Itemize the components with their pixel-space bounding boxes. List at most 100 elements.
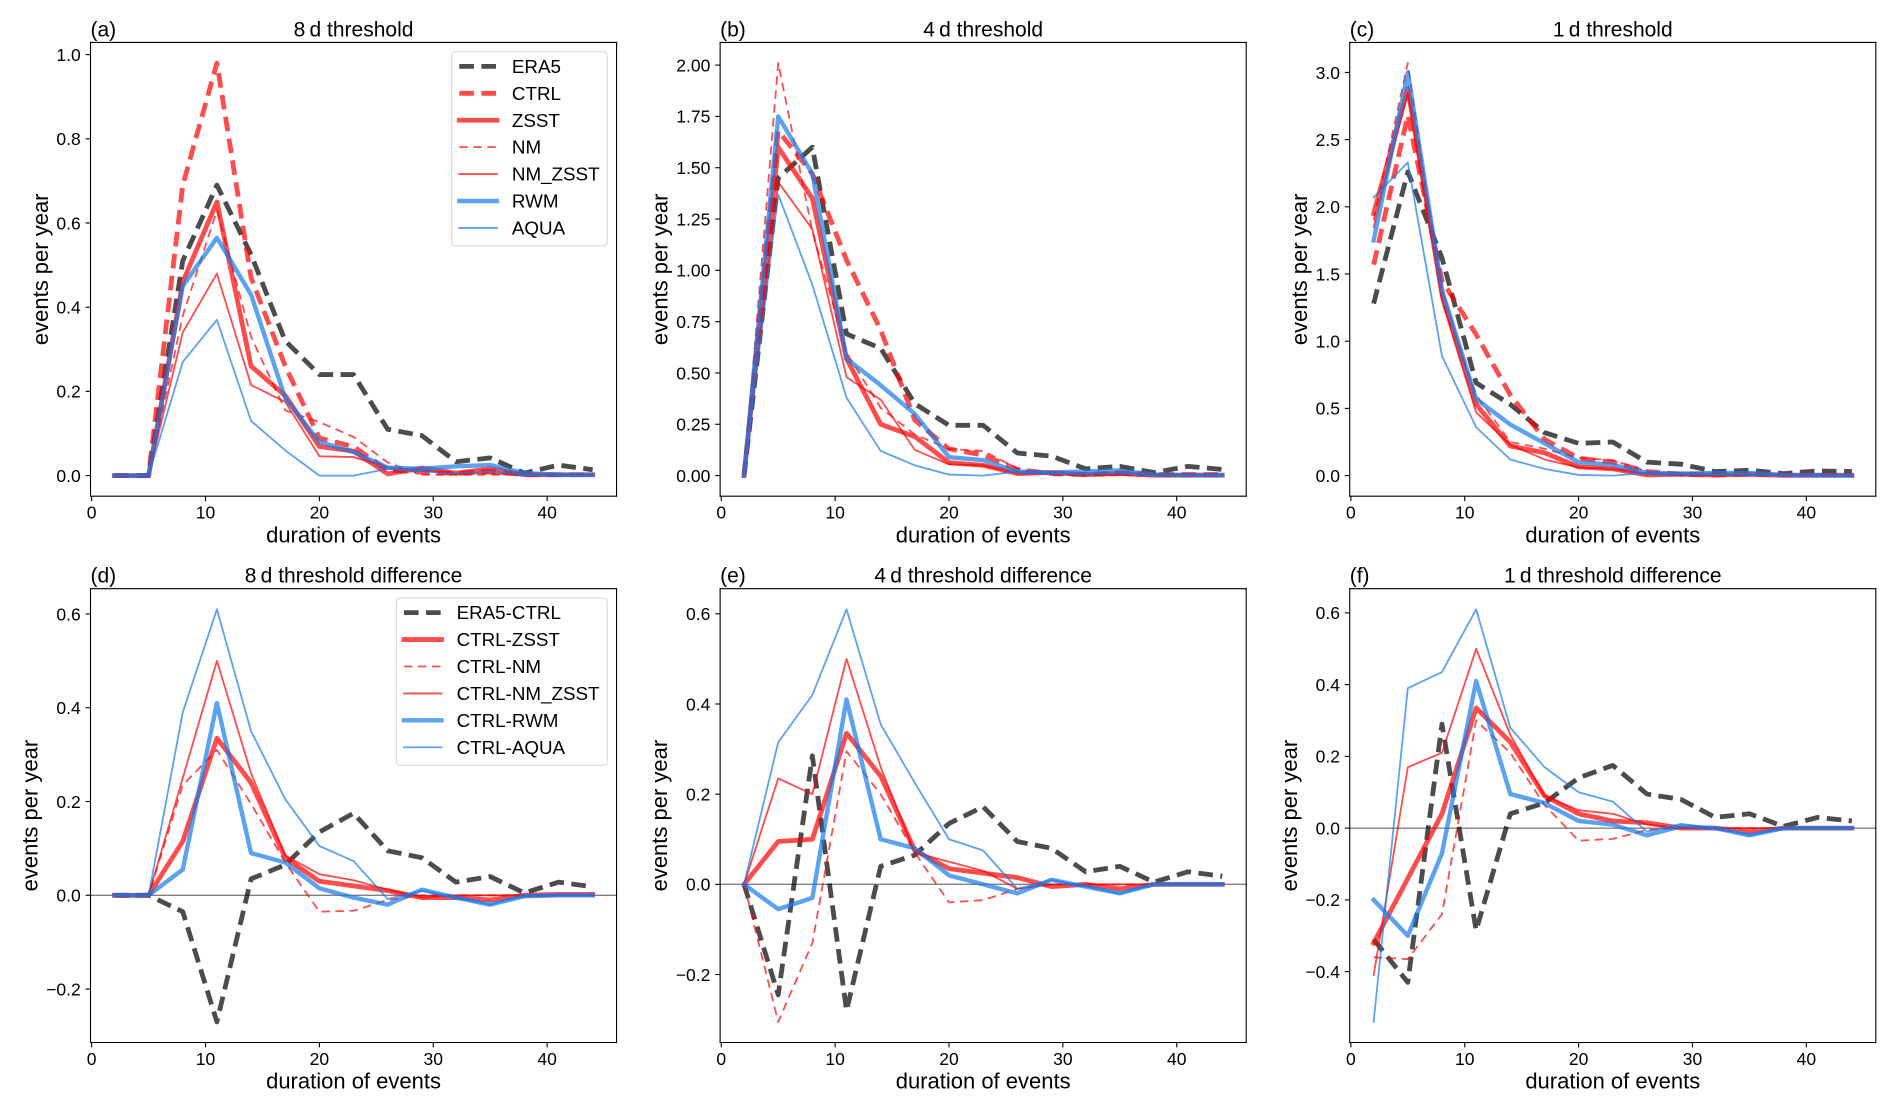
svg-text:0.0: 0.0 [56, 886, 81, 906]
svg-text:ERA5: ERA5 [512, 56, 561, 77]
svg-text:NM_ZSST: NM_ZSST [512, 164, 600, 186]
svg-text:20: 20 [1569, 503, 1589, 523]
svg-text:40: 40 [537, 1049, 557, 1069]
svg-text:10: 10 [825, 503, 845, 523]
svg-text:0.0: 0.0 [686, 875, 711, 895]
svg-text:30: 30 [1053, 1049, 1073, 1069]
svg-text:0.25: 0.25 [676, 415, 710, 435]
svg-text:1.25: 1.25 [676, 209, 710, 229]
svg-text:0: 0 [87, 1049, 97, 1069]
svg-text:CTRL-NM: CTRL-NM [457, 656, 542, 677]
svg-text:0.0: 0.0 [1316, 466, 1341, 486]
svg-text:0.4: 0.4 [56, 298, 81, 318]
svg-text:4 d threshold: 4 d threshold [923, 18, 1043, 41]
svg-text:0.4: 0.4 [56, 698, 81, 718]
svg-text:0: 0 [716, 1049, 726, 1069]
svg-text:0: 0 [716, 503, 726, 523]
svg-text:duration of events: duration of events [1525, 1069, 1700, 1094]
svg-text:−0.2: −0.2 [46, 979, 81, 999]
svg-text:0.2: 0.2 [56, 792, 80, 812]
svg-text:CTRL-NM_ZSST: CTRL-NM_ZSST [457, 683, 600, 705]
svg-text:duration of events: duration of events [266, 1069, 441, 1094]
svg-text:ZSST: ZSST [512, 110, 561, 131]
svg-text:events per year: events per year [18, 740, 43, 892]
svg-text:events per year: events per year [1277, 740, 1302, 892]
svg-text:2.00: 2.00 [676, 55, 710, 75]
svg-text:0.0: 0.0 [1316, 818, 1341, 838]
svg-text:(b): (b) [720, 18, 746, 41]
svg-text:1.0: 1.0 [56, 45, 81, 65]
svg-text:−0.2: −0.2 [676, 965, 711, 985]
svg-text:0: 0 [1346, 503, 1356, 523]
svg-text:RWM: RWM [512, 191, 559, 212]
svg-text:0.2: 0.2 [686, 785, 710, 805]
svg-text:4 d threshold difference: 4 d threshold difference [874, 565, 1091, 588]
svg-text:0.00: 0.00 [676, 466, 710, 486]
svg-text:duration of events: duration of events [266, 522, 441, 547]
svg-text:40: 40 [537, 503, 557, 523]
svg-text:20: 20 [310, 1049, 330, 1069]
svg-text:1 d threshold difference: 1 d threshold difference [1504, 565, 1721, 588]
svg-text:10: 10 [196, 503, 216, 523]
svg-text:1.50: 1.50 [676, 158, 710, 178]
svg-text:0.4: 0.4 [1316, 675, 1341, 695]
svg-text:0.4: 0.4 [686, 694, 711, 714]
svg-text:1 d threshold: 1 d threshold [1553, 18, 1673, 41]
svg-text:0.50: 0.50 [676, 363, 710, 383]
svg-text:CTRL-AQUA: CTRL-AQUA [457, 737, 566, 758]
svg-text:0.6: 0.6 [56, 213, 80, 233]
svg-text:1.0: 1.0 [1316, 332, 1341, 352]
svg-text:−0.2: −0.2 [1305, 890, 1340, 910]
svg-text:duration of events: duration of events [1525, 522, 1700, 547]
svg-text:(a): (a) [91, 18, 117, 41]
svg-text:events per year: events per year [647, 740, 672, 892]
svg-text:1.00: 1.00 [676, 261, 710, 281]
svg-text:20: 20 [1569, 1049, 1589, 1069]
svg-text:0.75: 0.75 [676, 312, 710, 332]
svg-text:−0.4: −0.4 [1305, 962, 1340, 982]
svg-text:30: 30 [1683, 503, 1703, 523]
svg-text:CTRL-RWM: CTRL-RWM [457, 710, 559, 731]
svg-text:CTRL-ZSST: CTRL-ZSST [457, 629, 561, 650]
svg-text:30: 30 [1053, 503, 1073, 523]
svg-text:events per year: events per year [1287, 193, 1312, 345]
svg-text:0.8: 0.8 [56, 129, 80, 149]
svg-text:40: 40 [1797, 503, 1817, 523]
svg-text:(c): (c) [1350, 18, 1375, 41]
svg-text:8 d threshold: 8 d threshold [294, 18, 414, 41]
svg-text:(f): (f) [1350, 565, 1370, 588]
svg-text:0.6: 0.6 [56, 604, 80, 624]
svg-text:NM: NM [512, 137, 541, 158]
svg-text:0.2: 0.2 [1316, 747, 1340, 767]
svg-text:40: 40 [1167, 1049, 1187, 1069]
svg-text:40: 40 [1797, 1049, 1817, 1069]
svg-text:0: 0 [87, 503, 97, 523]
svg-text:(d): (d) [91, 565, 117, 588]
svg-text:8 d threshold difference: 8 d threshold difference [245, 565, 462, 588]
svg-text:(e): (e) [720, 565, 746, 588]
svg-text:0.5: 0.5 [1316, 399, 1340, 419]
svg-text:0.6: 0.6 [686, 604, 710, 624]
svg-text:2.5: 2.5 [1316, 130, 1340, 150]
svg-text:3.0: 3.0 [1316, 63, 1341, 83]
svg-text:30: 30 [424, 503, 444, 523]
svg-text:10: 10 [196, 1049, 216, 1069]
svg-text:20: 20 [310, 503, 330, 523]
svg-text:30: 30 [424, 1049, 444, 1069]
svg-text:1.75: 1.75 [676, 107, 710, 127]
svg-text:2.0: 2.0 [1316, 197, 1341, 217]
svg-text:0: 0 [1346, 1049, 1356, 1069]
svg-text:AQUA: AQUA [512, 217, 566, 238]
svg-text:events per year: events per year [648, 193, 673, 345]
svg-text:30: 30 [1683, 1049, 1703, 1069]
svg-text:40: 40 [1167, 503, 1187, 523]
svg-text:CTRL: CTRL [512, 83, 561, 104]
svg-text:20: 20 [939, 1049, 959, 1069]
svg-text:10: 10 [1455, 1049, 1475, 1069]
svg-text:duration of events: duration of events [896, 522, 1071, 547]
svg-text:ERA5-CTRL: ERA5-CTRL [457, 602, 561, 623]
svg-text:events per year: events per year [28, 193, 53, 345]
svg-text:1.5: 1.5 [1316, 264, 1340, 284]
svg-text:duration of events: duration of events [896, 1069, 1071, 1094]
svg-text:10: 10 [825, 1049, 845, 1069]
